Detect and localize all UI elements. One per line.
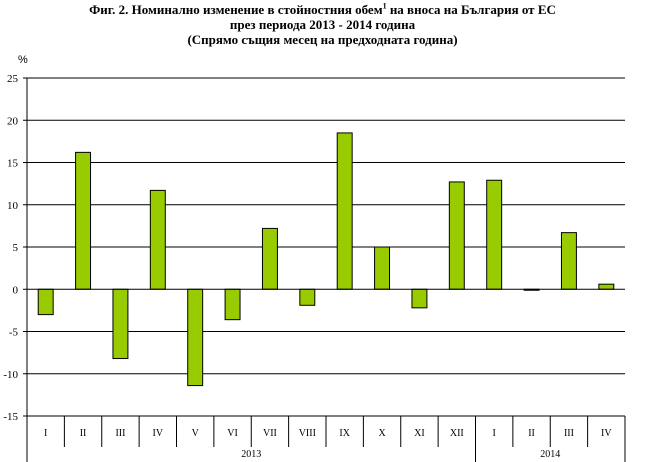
x-tick-label: VII xyxy=(263,428,277,439)
x-tick-label: I xyxy=(493,428,496,439)
bar xyxy=(374,246,391,290)
x-tick-label: X xyxy=(378,428,386,439)
x-tick-label: XII xyxy=(450,428,464,439)
title-line-3: (Спрямо същия месец на предходната годин… xyxy=(187,32,458,47)
y-tick-label: 20 xyxy=(7,115,19,127)
bar xyxy=(37,288,54,316)
footnote-marker: 1 xyxy=(382,1,387,11)
bar xyxy=(336,132,353,290)
chart-title: Фиг. 2. Номинално изменение в стойностни… xyxy=(0,2,645,47)
bar xyxy=(149,189,166,290)
bar xyxy=(299,288,316,306)
y-tick-label: 15 xyxy=(7,158,19,170)
bar xyxy=(224,288,241,321)
y-tick-label: 0 xyxy=(13,284,19,296)
bar xyxy=(598,283,615,290)
y-axis-unit: % xyxy=(18,54,28,66)
title-line-1-text: Фиг. 2. Номинално изменение в стойностни… xyxy=(89,2,383,17)
y-tick-label: -10 xyxy=(3,369,18,381)
bar xyxy=(560,232,577,290)
bar xyxy=(112,288,129,360)
x-tick-label: XI xyxy=(414,428,425,439)
x-tick-label: IV xyxy=(153,428,164,439)
bar xyxy=(261,227,278,290)
bar xyxy=(448,181,465,290)
y-tick-label: -15 xyxy=(3,411,18,423)
title-line-1-text-end: на вноса на България от ЕС xyxy=(386,2,556,17)
x-tick-label: III xyxy=(115,428,125,439)
x-tick-label: II xyxy=(528,428,535,439)
y-tick-label: 5 xyxy=(13,242,19,254)
y-tick-label: -5 xyxy=(9,327,19,339)
y-tick-label: 25 xyxy=(7,73,19,85)
x-tick-label: I xyxy=(44,428,47,439)
bar xyxy=(486,179,503,290)
title-line-2: през периода 2013 - 2014 година xyxy=(229,17,416,32)
x-tick-label: II xyxy=(80,428,87,439)
y-tick-label: 10 xyxy=(7,200,19,212)
x-tick-label: IV xyxy=(601,428,612,439)
x-tick-label: VIII xyxy=(299,428,316,439)
bar xyxy=(187,288,204,387)
x-tick-label: VI xyxy=(227,428,238,439)
group-label: 2013 xyxy=(241,449,261,460)
x-tick-label: IX xyxy=(339,428,350,439)
x-tick-label: V xyxy=(192,428,200,439)
group-label: 2014 xyxy=(540,449,560,460)
x-tick-label: III xyxy=(564,428,574,439)
title-line-1: Фиг. 2. Номинално изменение в стойностни… xyxy=(0,2,645,17)
bar xyxy=(75,151,92,290)
bar xyxy=(411,288,428,309)
